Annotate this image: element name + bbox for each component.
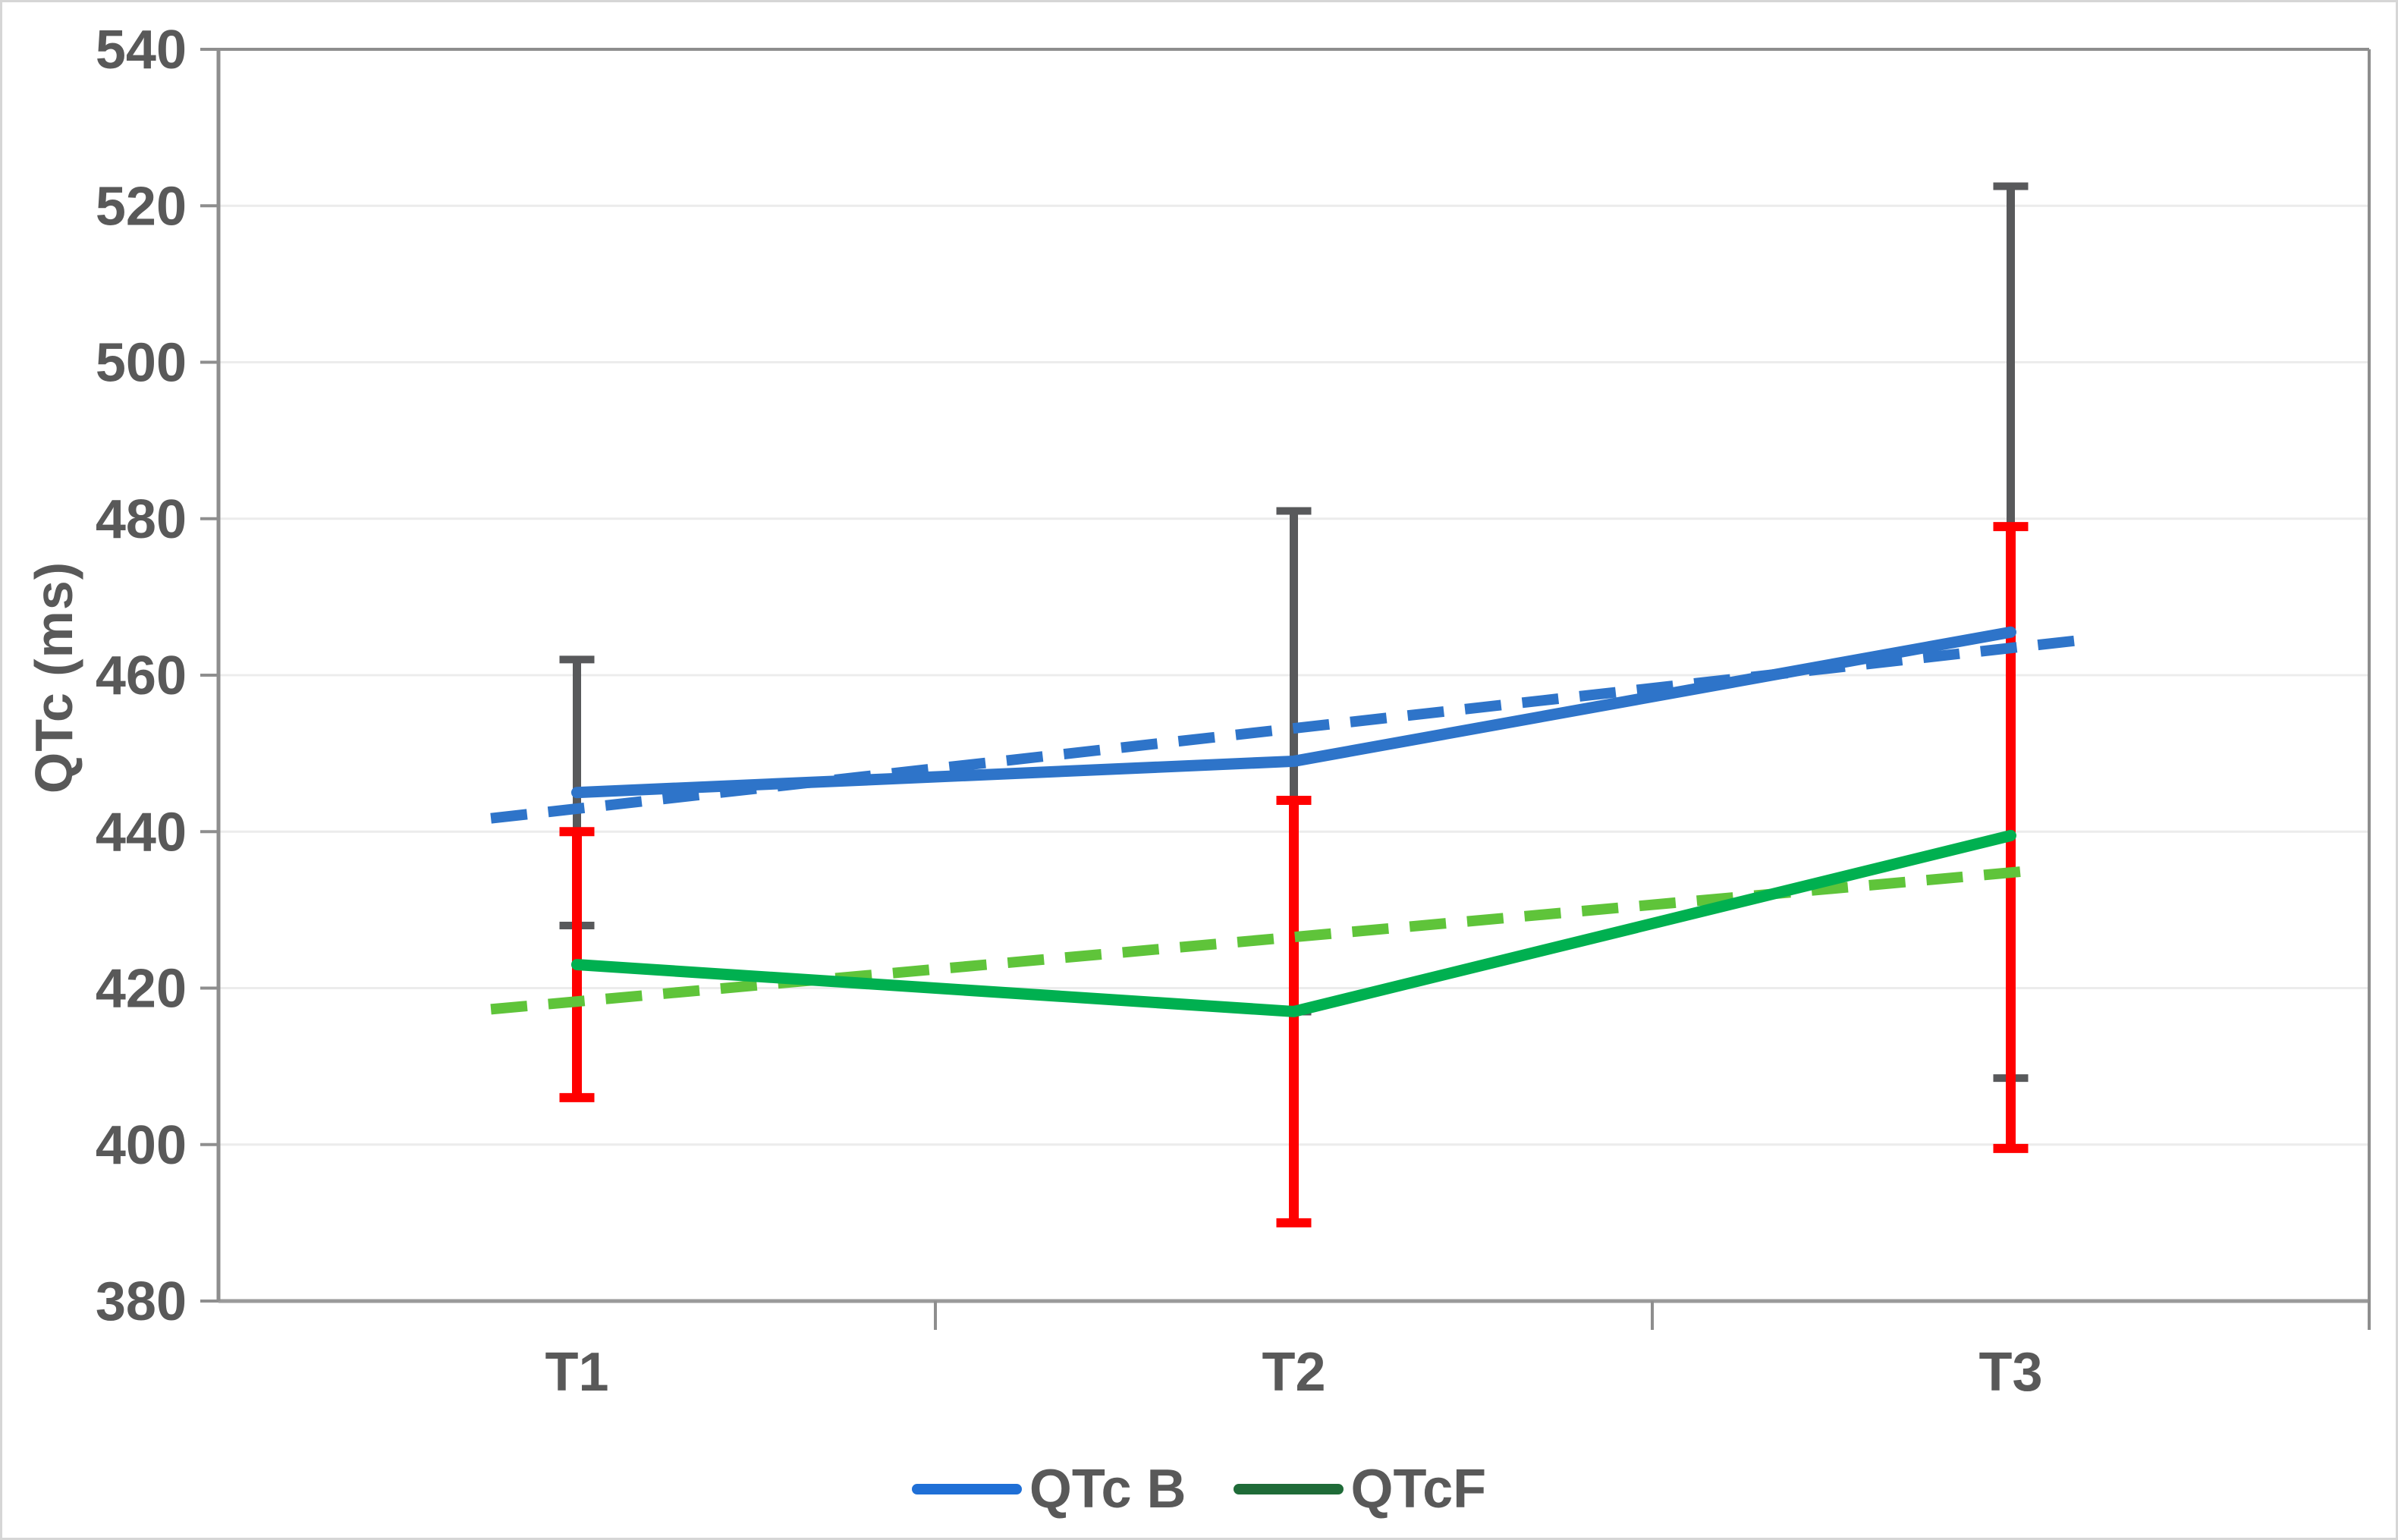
qtcf-legend-label: QTcF xyxy=(1350,1459,1487,1520)
chart-legend: QTc B QTcF xyxy=(2,1462,2396,1516)
x-category-label: T2 xyxy=(1262,1342,1325,1403)
y-axis-title: QTc (ms) xyxy=(24,561,83,794)
y-tick-label: 380 xyxy=(96,1271,187,1332)
x-category-label: T3 xyxy=(1978,1342,2042,1403)
qtcb-legend-line-swatch xyxy=(911,1484,1022,1494)
y-tick-label: 400 xyxy=(96,1115,187,1176)
y-tick-label: 500 xyxy=(96,333,187,394)
y-tick-label: 520 xyxy=(96,176,187,237)
qtcb-legend-label: QTc B xyxy=(1029,1459,1186,1520)
y-tick-label: 540 xyxy=(96,20,187,80)
legend-item-qtcf: QTcF xyxy=(1233,1459,1487,1520)
series-line-qtcf xyxy=(571,829,2016,1017)
legend-item-qtcb: QTc B xyxy=(911,1459,1186,1520)
y-tick-label: 440 xyxy=(96,802,187,863)
x-category-label: T1 xyxy=(545,1342,608,1403)
y-tick-label: 460 xyxy=(96,646,187,706)
qtcf-legend-line-swatch xyxy=(1233,1484,1344,1494)
series-line-qtc-b xyxy=(571,626,2016,799)
y-tick-label: 420 xyxy=(96,959,187,1020)
y-tick-label: 480 xyxy=(96,489,187,550)
